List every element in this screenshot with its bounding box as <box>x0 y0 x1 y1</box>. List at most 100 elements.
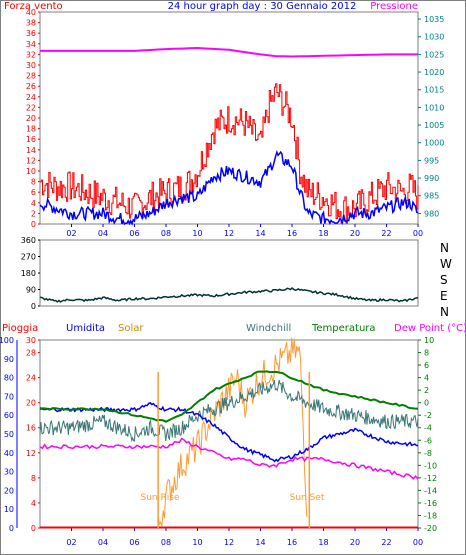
top-hour-tick: 20 <box>350 229 360 238</box>
temperature-axis-tick: -2 <box>424 411 432 420</box>
temperature-axis-tick: 8 <box>424 349 429 358</box>
temperature-axis-tick: 2 <box>424 386 429 395</box>
wind-axis-tick: 32 <box>26 50 36 59</box>
temperature-axis-tick: 4 <box>424 374 429 383</box>
humidity-axis-tick: 20 <box>4 486 14 495</box>
pressure-axis-tick: 1015 <box>424 86 444 95</box>
pressure-line <box>40 46 418 58</box>
temperature-axis-tick: 10 <box>424 336 434 345</box>
bottom-hour-tick: 08 <box>161 538 171 547</box>
humidity-axis-tick: 10 <box>4 505 14 514</box>
rain-solar-axis-tick: 0 <box>31 524 36 533</box>
bottom-hour-tick: 22 <box>381 538 391 547</box>
legend-dewpoint: Dew Point (°C) <box>394 323 466 334</box>
bottom-hour-tick: 10 <box>192 538 202 547</box>
wind-axis-tick: 24 <box>26 93 36 102</box>
wind-axis-tick: 40 <box>26 8 36 17</box>
humidity-axis-tick: 80 <box>4 374 14 383</box>
rain-solar-axis-tick: 16 <box>26 424 36 433</box>
pressure-axis-tick: 1030 <box>424 33 444 42</box>
rain-solar-axis-tick: 30 <box>26 336 36 345</box>
direction-axis-tick: 90 <box>26 286 36 295</box>
bottom-hour-tick: 04 <box>98 538 108 547</box>
pressure-axis-tick: 1020 <box>424 68 444 77</box>
rain-solar-axis-tick: 12 <box>26 449 36 458</box>
wind-average-line <box>39 149 419 226</box>
wind-axis-tick: 38 <box>26 19 36 28</box>
temperature-axis-tick: -6 <box>424 436 432 445</box>
windchill-line <box>39 379 419 443</box>
solar-line <box>157 337 308 527</box>
wind-axis-tick: 8 <box>31 178 36 187</box>
compass-e: E <box>440 289 448 303</box>
wind-axis-tick: 6 <box>31 188 36 197</box>
temperature-axis-tick: -12 <box>424 474 437 483</box>
wind-axis-tick: 36 <box>26 29 36 38</box>
pressure-axis-tick: 985 <box>424 192 439 201</box>
humidity-axis-tick: 100 <box>0 336 14 345</box>
rain-solar-axis-tick: 20 <box>26 399 36 408</box>
bottom-hour-tick: 00 <box>413 538 423 547</box>
wind-gust-line <box>40 83 419 224</box>
top-hour-tick: 08 <box>161 229 171 238</box>
top-hour-tick: 04 <box>98 229 108 238</box>
humidity-axis-tick: 40 <box>4 449 14 458</box>
wind-axis-tick: 26 <box>26 82 36 91</box>
direction-axis-tick: 360 <box>21 236 36 245</box>
rain-solar-axis-tick: 24 <box>26 374 36 383</box>
bottom-hour-tick: 20 <box>350 538 360 547</box>
rain-solar-axis-tick: 8 <box>31 474 36 483</box>
bottom-legend: Pioggia Umidita Solar Windchill Temperat… <box>2 323 466 334</box>
humidity-axis-tick: 0 <box>9 524 14 533</box>
compass-s: S <box>440 273 448 287</box>
wind-axis-tick: 4 <box>31 199 36 208</box>
bottom-hour-tick: 06 <box>129 538 139 547</box>
chart-title: 24 hour graph day : 30 Gennaio 2012 <box>168 1 357 12</box>
temperature-axis-tick: -8 <box>424 449 432 458</box>
top-hour-tick: 16 <box>287 229 297 238</box>
top-hour-tick: 14 <box>255 229 265 238</box>
wind-axis-tick: 0 <box>31 220 36 229</box>
wind-axis-tick: 34 <box>26 40 36 49</box>
compass-n-bottom: N <box>440 305 449 319</box>
wind-label: Forza vento <box>4 1 63 12</box>
temperature-axis-tick: -4 <box>424 424 432 433</box>
temperature-line <box>39 370 419 423</box>
top-hour-tick: 06 <box>129 229 139 238</box>
wind-axis-tick: 28 <box>26 72 36 81</box>
wind-axis-tick: 2 <box>31 209 36 218</box>
bottom-hour-tick: 02 <box>66 538 76 547</box>
humidity-axis-tick: 30 <box>4 468 14 477</box>
pressure-axis-tick: 1010 <box>424 103 444 112</box>
direction-axis-tick: 0 <box>31 302 36 311</box>
wind-axis-tick: 16 <box>26 135 36 144</box>
compass-labels: N W S E N <box>440 241 452 319</box>
pressure-axis-tick: 990 <box>424 174 439 183</box>
pressure-axis-tick: 980 <box>424 209 439 218</box>
wind-axis-tick: 10 <box>26 167 36 176</box>
humidity-line <box>39 401 419 463</box>
direction-axis-tick: 180 <box>21 269 36 278</box>
legend-temperature: Temperatura <box>311 323 376 334</box>
humidity-axis-tick: 50 <box>4 430 14 439</box>
pressure-axis-tick: 1005 <box>424 121 444 130</box>
wind-direction-line <box>39 287 419 303</box>
temperature-axis-tick: 0 <box>424 399 429 408</box>
bottom-hour-tick: 14 <box>255 538 265 547</box>
top-hour-tick: 12 <box>224 229 234 238</box>
temperature-axis-tick: -14 <box>424 486 437 495</box>
humidity-axis-tick: 60 <box>4 411 14 420</box>
pressure-axis-tick: 1000 <box>424 139 444 148</box>
temperature-axis-tick: -10 <box>424 461 437 470</box>
legend-humidity: Umidita <box>66 323 105 334</box>
bottom-hour-tick: 12 <box>224 538 234 547</box>
bottom-hour-tick: 16 <box>287 538 297 547</box>
pressure-axis-tick: 995 <box>424 156 439 165</box>
compass-w: W <box>440 257 452 271</box>
pressure-label: Pressione <box>370 1 418 12</box>
top-hour-tick: 02 <box>66 229 76 238</box>
compass-n-top: N <box>440 241 449 255</box>
bottom-panel-frame <box>39 339 419 529</box>
legend-rain: Pioggia <box>2 323 38 334</box>
wind-axis-tick: 30 <box>26 61 36 70</box>
